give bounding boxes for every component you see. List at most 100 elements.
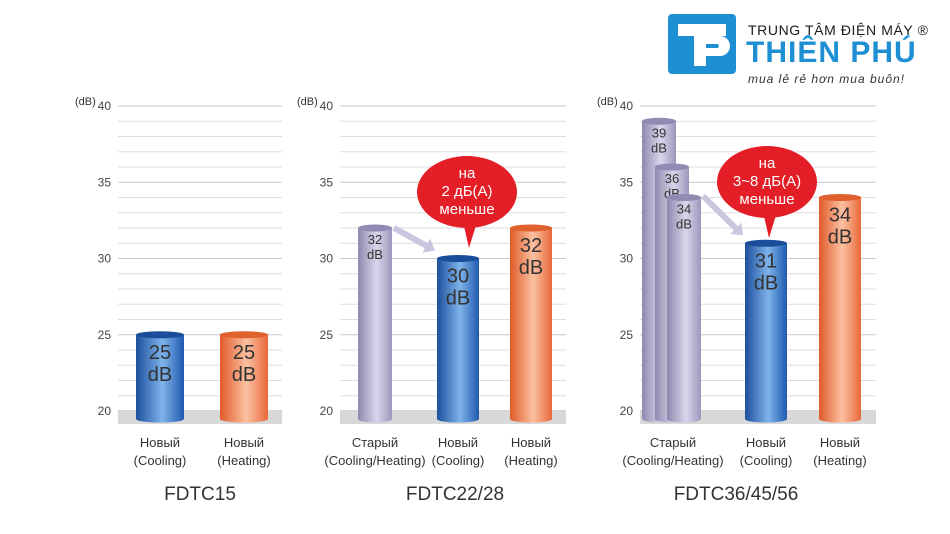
bar-value-label: 34 (677, 202, 691, 217)
bar-unit-label: dB (367, 247, 383, 262)
callout-shape (417, 156, 517, 228)
y-tick-label: 25 (620, 328, 634, 342)
bar-body (437, 258, 479, 419)
bar-top (136, 331, 184, 339)
reduction-arrow (392, 225, 435, 253)
arrow-shape (392, 225, 435, 253)
bar-top (819, 194, 861, 201)
bar-value-label: 34 (829, 205, 851, 227)
bar-base (220, 415, 268, 423)
y-tick-label: 20 (320, 404, 334, 418)
bar-unit-label: dB (676, 217, 692, 232)
bar-value-label: 25 (233, 342, 255, 364)
brand-logo-icon (668, 14, 736, 74)
chart-panel-1: (dB)202530354025dB25dBНовый(Cooling)Новы… (75, 96, 282, 505)
bar-value-label: 39 (652, 125, 666, 140)
y-tick-label: 40 (620, 99, 634, 113)
callout-shape (717, 146, 817, 218)
bar-value-label: 31 (755, 250, 777, 272)
bar-top (220, 331, 268, 339)
bar-unit-label: dB (446, 288, 470, 310)
bar-top (358, 224, 392, 232)
brand-line1: TRUNG TÂM ĐIỆN MÁY ® (748, 22, 929, 38)
bar-top (510, 224, 552, 232)
category-label: (Heating) (217, 453, 270, 468)
callout-text: меньше (439, 201, 494, 218)
category-label: Старый (352, 435, 398, 450)
y-tick-label: 40 (98, 99, 112, 113)
category-label: Новый (140, 435, 180, 450)
bar-top (745, 239, 787, 247)
y-axis-unit: (dB) (75, 96, 96, 108)
y-tick-label: 35 (620, 175, 634, 189)
bar-base (358, 415, 392, 423)
bar-unit-label: dB (232, 364, 256, 386)
bar-value-label: 36 (665, 171, 679, 186)
category-label: Новый (746, 435, 786, 450)
arrow-shape (700, 193, 743, 236)
bar-value-label: 30 (447, 266, 469, 288)
category-label: (Cooling/Heating) (622, 453, 723, 468)
bar-top (437, 255, 479, 262)
chart-panel-2: (dB)202530354032dB30dB32dBСтарый(Cooling… (297, 96, 566, 505)
bar-unit-label: dB (519, 257, 543, 279)
bar-base (667, 415, 701, 423)
bar-body (510, 228, 552, 419)
category-label: Новый (224, 435, 264, 450)
reduction-arrow (700, 193, 743, 236)
category-label: Новый (511, 435, 551, 450)
y-axis-unit: (dB) (297, 96, 318, 108)
callout-text: меньше (739, 191, 794, 208)
y-tick-label: 40 (320, 99, 334, 113)
bar-value-label: 32 (368, 232, 382, 247)
bar-top (667, 194, 701, 201)
chart-panel-3: (dB)202530354039dB36dB34dB31dB34dBСтарый… (597, 96, 876, 505)
y-tick-label: 35 (320, 175, 334, 189)
brand-name: THIÊN PHÚ (746, 36, 917, 69)
bar-base (745, 415, 787, 423)
bar-body (358, 228, 392, 419)
category-label: (Cooling) (740, 453, 793, 468)
bar-body (136, 334, 184, 419)
y-tick-label: 30 (320, 252, 334, 266)
bar-base (437, 415, 479, 423)
category-label: Старый (650, 435, 696, 450)
callout-bubble: на3~8 дБ(A)меньше (717, 146, 817, 238)
bar-top (642, 117, 676, 125)
y-tick-label: 25 (98, 328, 112, 342)
y-tick-label: 20 (620, 404, 634, 418)
y-tick-label: 20 (98, 404, 112, 418)
bar-body (745, 243, 787, 419)
bar-value-label: 25 (149, 342, 171, 364)
chart-title: FDTC22/28 (406, 484, 504, 505)
bar-body (667, 197, 701, 419)
bar-value-label: 32 (520, 235, 542, 257)
category-label: (Heating) (813, 453, 866, 468)
bar-body (819, 197, 861, 419)
y-tick-label: 30 (98, 252, 112, 266)
y-tick-label: 30 (620, 252, 634, 266)
bar-body (220, 334, 268, 419)
bar-unit-label: dB (148, 364, 172, 386)
bar-base (819, 415, 861, 423)
category-label: (Heating) (504, 453, 557, 468)
bar-top (655, 163, 689, 171)
callout-bubble: на2 дБ(A)меньше (417, 156, 517, 248)
y-tick-label: 25 (320, 328, 334, 342)
callout-text: 3~8 дБ(A) (733, 173, 801, 190)
callout-tail (463, 222, 477, 248)
y-tick-label: 35 (98, 175, 112, 189)
callout-tail (763, 212, 777, 238)
bar-base (510, 415, 552, 423)
category-label: (Cooling) (134, 453, 187, 468)
callout-text: на (459, 165, 476, 182)
chart-title: FDTC15 (164, 484, 236, 505)
callout-text: на (759, 155, 776, 172)
